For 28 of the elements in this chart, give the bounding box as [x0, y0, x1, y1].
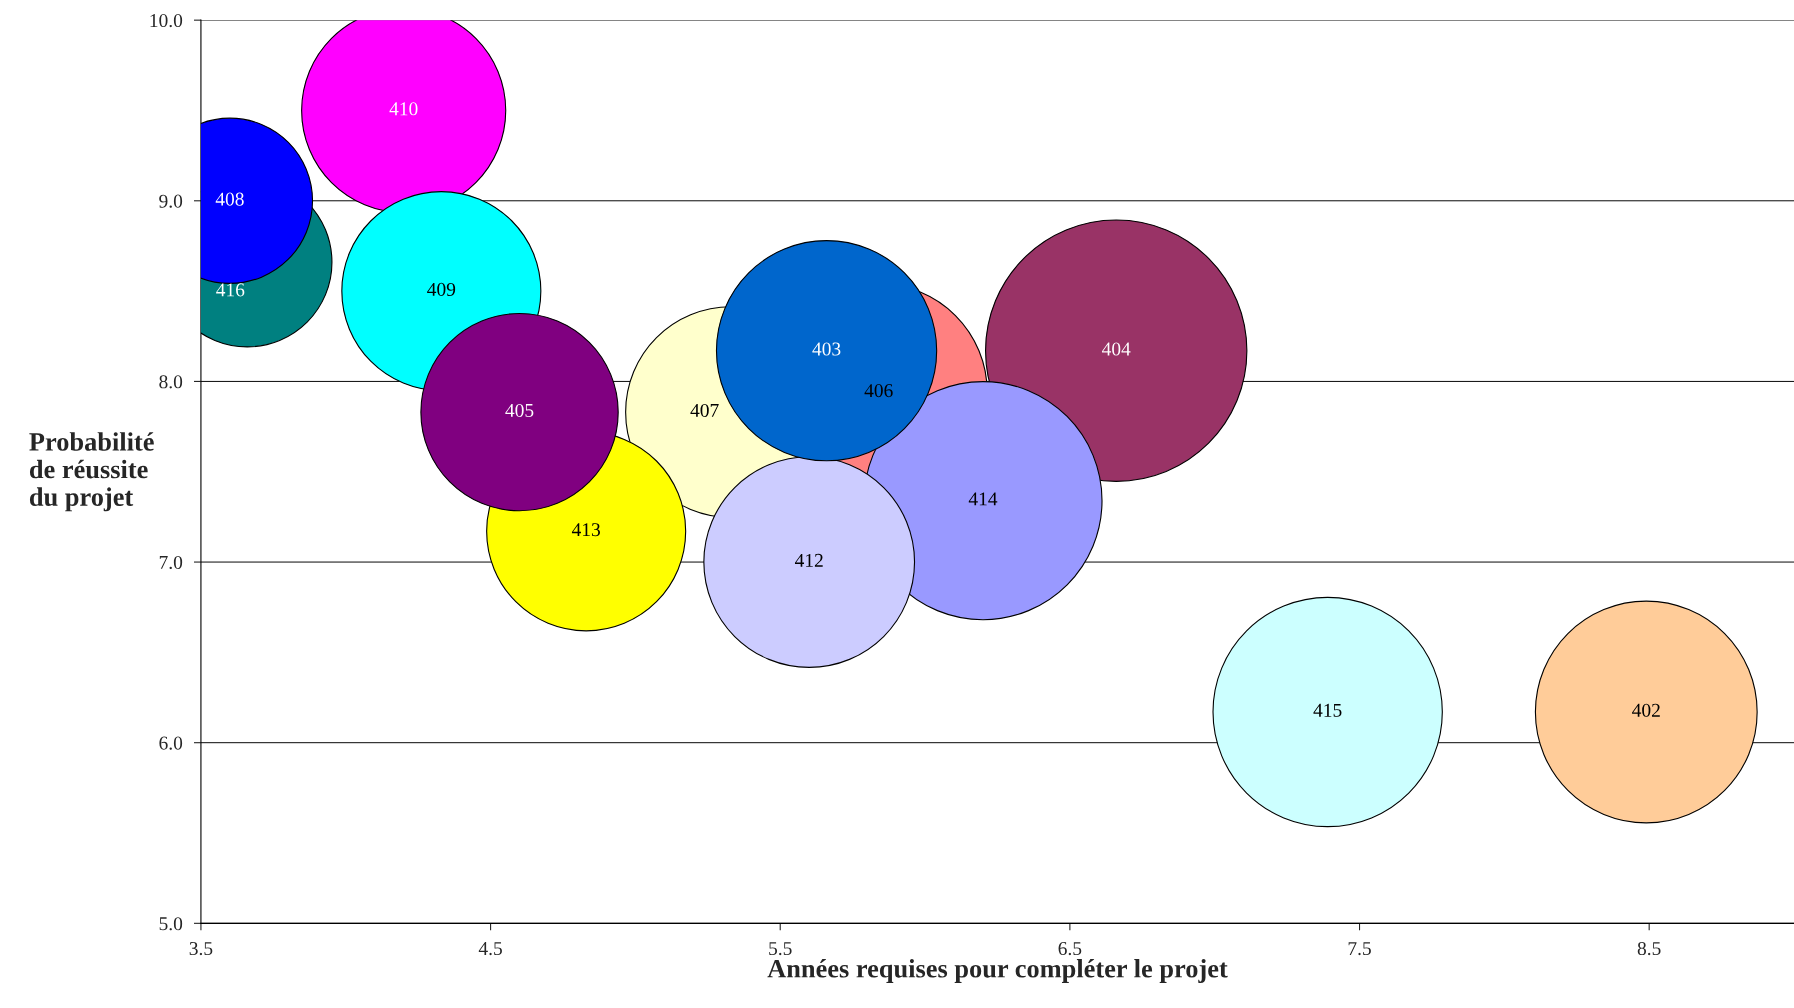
series-label: 403	[812, 342, 841, 356]
series-label: 408	[215, 192, 244, 206]
x-axis-title: Années requises pour compléter le projet	[767, 959, 1228, 983]
series-label: 407	[690, 403, 719, 417]
y-tick-label: 10.0	[150, 13, 183, 28]
y-tick-label: 5.0	[159, 917, 183, 931]
series-label: 410	[389, 102, 418, 116]
x-tick-label: 7.5	[1348, 942, 1371, 956]
y-tick-label: 8.0	[159, 375, 183, 389]
x-tick-label: 3.5	[189, 942, 213, 956]
y-tick-label: 7.0	[159, 555, 183, 570]
series-label: 415	[1313, 703, 1342, 717]
y-axis-title: Probabilité de réussite du projet	[29, 432, 154, 512]
x-tick-label: 4.5	[478, 942, 502, 956]
series-label: 412	[794, 553, 823, 567]
series-label: 405	[505, 403, 534, 417]
x-tick-label: 6.5	[1058, 942, 1082, 956]
y-tick-label: 9.0	[159, 194, 183, 208]
series-label: 413	[571, 523, 600, 537]
series-label: 402	[1632, 703, 1660, 717]
series-label: 404	[1102, 342, 1131, 356]
series-label: 409	[427, 282, 456, 296]
series-label: 414	[968, 492, 998, 506]
series-label: 416	[216, 283, 245, 297]
y-tick-label: 6.0	[159, 736, 183, 750]
series-label: 406	[864, 384, 893, 398]
x-tick-label: 5.5	[769, 942, 792, 956]
x-tick-label: 8.5	[1637, 941, 1661, 956]
